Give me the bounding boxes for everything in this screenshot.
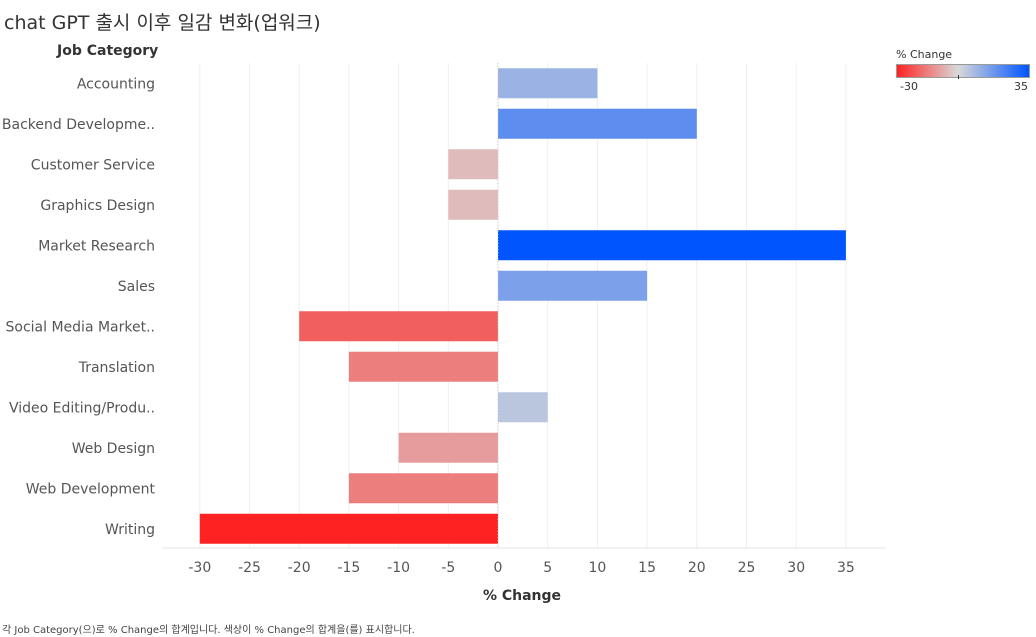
category-label: Graphics Design [40,198,155,214]
bars [199,63,846,548]
x-tick-label: 30 [787,560,805,576]
color-legend[interactable]: % Change -30 35 [896,48,1032,94]
bar[interactable] [348,473,498,504]
x-tick-label: 25 [738,560,756,576]
bar[interactable] [498,108,697,139]
bar[interactable] [498,270,648,301]
category-labels: Accounting Backend Developme.. Customer Se… [2,76,156,538]
category-label: Market Research [38,238,155,254]
bar[interactable] [448,149,498,180]
category-label: Customer Service [31,157,155,173]
category-label: Accounting [77,76,155,92]
x-tick-label: 35 [837,560,855,576]
legend-labels: -30 35 [896,80,1032,94]
x-tick-label: -25 [238,560,261,576]
footnote: 각 Job Category(으)로 % Change의 합계입니다. 색상이 … [2,625,415,636]
legend-title: % Change [896,48,953,61]
legend-gradient-bar [896,64,1030,79]
x-tick-label: 15 [638,560,656,576]
x-tick-label: 5 [543,560,552,576]
bar[interactable] [448,189,498,220]
x-tick-labels: -30 -25 -20 -15 -10 -5 0 5 10 15 20 25 30 35 [188,560,854,576]
category-label: Writing [105,522,155,538]
x-tick-label: -10 [387,560,410,576]
bar[interactable] [498,230,846,261]
x-tick-label: 10 [588,560,606,576]
x-tick-label: 0 [494,560,503,576]
x-axis-title: % Change [483,588,561,604]
bar[interactable] [348,351,498,382]
chart-title: chat GPT 출시 이후 일감 변화(업워크) [4,12,321,34]
bar[interactable] [498,392,548,423]
x-tick-label: -15 [337,560,360,576]
category-label: Video Editing/Produ.. [9,400,155,416]
row-header-job-category: Job Category [57,43,159,59]
x-tick-label: -20 [288,560,311,576]
bar[interactable] [299,311,498,342]
category-label: Backend Developme.. [2,117,155,133]
bar[interactable] [199,513,499,544]
legend-zero-tick [957,75,959,79]
legend-max-label: 35 [1014,80,1028,93]
category-label: Web Design [72,441,155,457]
category-label: Social Media Market.. [6,319,155,335]
bar[interactable] [398,432,498,463]
x-tick-label: 20 [688,560,706,576]
bar[interactable] [498,68,598,99]
x-tick-label: -30 [188,560,211,576]
gridlines [162,63,886,549]
category-label: Web Development [26,481,156,497]
category-label: Sales [118,279,155,295]
category-label: Translation [78,360,155,376]
x-tick-label: -5 [441,560,455,576]
legend-min-label: -30 [900,80,918,93]
